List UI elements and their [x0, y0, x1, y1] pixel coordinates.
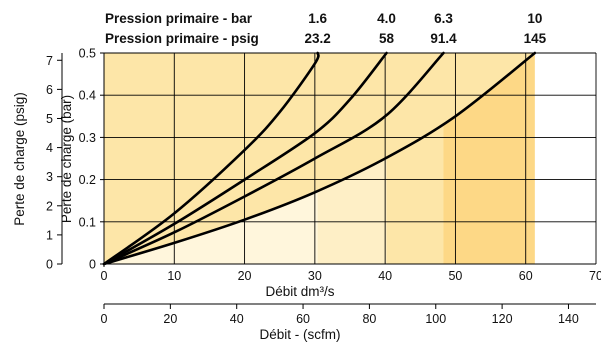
- header-row-label-2: Pression primaire - psig: [105, 31, 259, 46]
- series-line-6.3: [102, 51, 445, 266]
- header-value: 91.4: [430, 31, 457, 46]
- x-secondary-tick-label: 80: [362, 312, 376, 326]
- labels: 0 10 20 30 40 50 60 7000.10.20.30.40.5012345670…: [12, 11, 601, 342]
- y-tick-label: 0.5: [79, 47, 96, 61]
- y-secondary-tick-label: 2: [46, 199, 53, 213]
- y-secondary-axis-title: Perte de charge (psig): [12, 92, 27, 226]
- header-value: 10: [527, 11, 542, 26]
- y-tick-label: 0.1: [79, 215, 96, 229]
- series-curves: [102, 51, 537, 266]
- y-secondary-tick-label: 3: [46, 170, 53, 184]
- x-tick-label: 10: [167, 269, 181, 283]
- header-value: 4.0: [377, 11, 396, 26]
- x-secondary-tick-label: 40: [230, 312, 244, 326]
- x-tick-label: 40: [378, 269, 392, 283]
- band-mask-10: [104, 53, 535, 264]
- x-tick-label: 20: [238, 269, 252, 283]
- x-secondary-axis-title: Débit - (scfm): [260, 327, 341, 342]
- header-value: 6.3: [434, 11, 453, 26]
- header-value: 1.6: [308, 11, 327, 26]
- series-line-10: [102, 51, 537, 266]
- x-tick-label: 50: [448, 269, 462, 283]
- y-secondary-tick-label: 0: [46, 258, 53, 272]
- y-secondary-tick-label: 5: [46, 112, 53, 126]
- area-fills: [104, 53, 535, 264]
- x-secondary-tick-label: 60: [296, 312, 310, 326]
- series-line-4.0: [102, 51, 388, 266]
- header-value: 23.2: [305, 31, 331, 46]
- x-tick-label: 60: [519, 269, 533, 283]
- y-axis-title: Perte de charge (bar): [59, 95, 74, 223]
- y-tick-label: 0.3: [79, 131, 96, 145]
- x-tick-label: 0: [101, 269, 108, 283]
- header-row-label-1: Pression primaire - bar: [105, 11, 253, 26]
- y-secondary-tick-label: 1: [46, 228, 53, 242]
- x-tick-label: 30: [308, 269, 322, 283]
- x-secondary-tick-label: 120: [492, 312, 513, 326]
- y-secondary-tick-label: 4: [46, 141, 53, 155]
- x-axis-title: Débit dm³/s: [265, 284, 334, 299]
- series-line-1.6: [102, 51, 320, 266]
- x-secondary-tick-label: 20: [163, 312, 177, 326]
- y-secondary-tick-label: 6: [46, 83, 53, 97]
- x-secondary-tick-label: 100: [425, 312, 446, 326]
- header-value: 145: [524, 31, 547, 46]
- x-secondary-tick-label: 140: [558, 312, 579, 326]
- y-tick-label: 0.2: [79, 173, 96, 187]
- header-value: 58: [379, 31, 395, 46]
- x-secondary-tick-label: 0: [101, 312, 108, 326]
- x-tick-label: 70: [589, 269, 601, 283]
- y-secondary-tick-label: 7: [46, 54, 53, 68]
- y-tick-label: 0.4: [79, 89, 96, 103]
- axes: [57, 52, 596, 309]
- y-tick-label: 0: [89, 258, 96, 272]
